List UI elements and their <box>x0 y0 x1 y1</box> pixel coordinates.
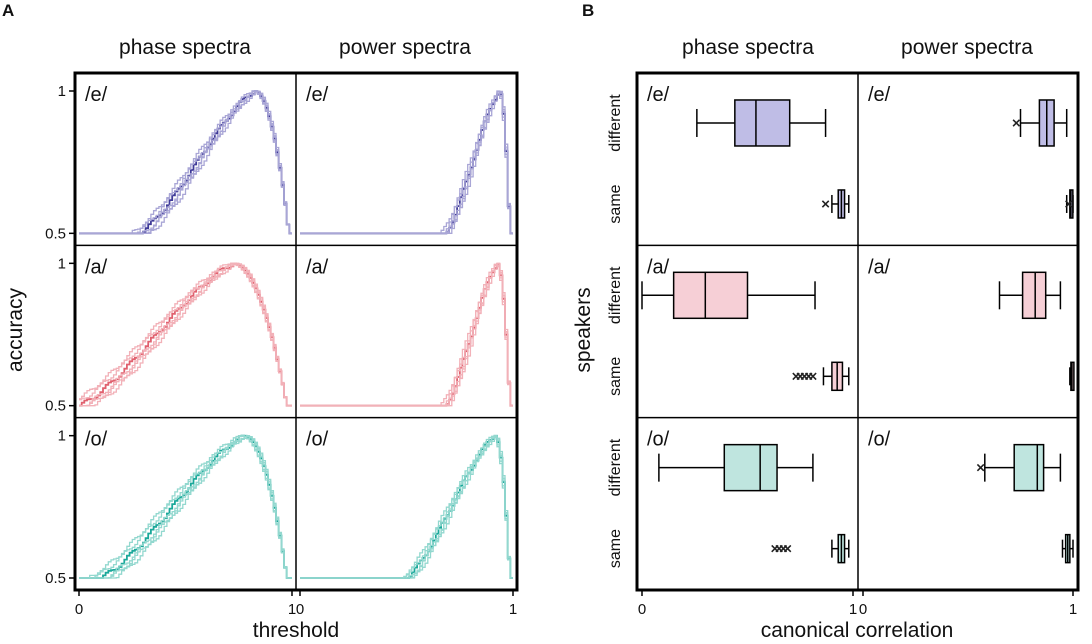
panel-a-trace-power-1-1 <box>300 93 513 235</box>
panel-a-ytick-label: 0.5 <box>45 225 66 242</box>
panel-a-trace-power-1-5 <box>300 90 513 234</box>
panel-a-vowel-label: /o/ <box>306 429 329 451</box>
panel-a-trace-phase-1-5 <box>79 90 292 234</box>
outlier-marker <box>821 200 830 208</box>
panel-a-xlabel: threshold <box>253 619 339 642</box>
panel-a-trace-power-2-6 <box>300 263 513 407</box>
box-iqr <box>1021 271 1047 320</box>
boxplot-phase-same-1 <box>821 189 850 219</box>
panel-b-category-label-same: same <box>607 357 624 396</box>
boxplot-power-different-1 <box>1012 99 1068 147</box>
panel-b-category-label-same: same <box>607 184 624 223</box>
box-iqr <box>672 271 749 320</box>
panel-b-xlabel: canonical correlation <box>761 619 954 642</box>
panel-b-plot-area: different same/e/ /e/different same/a/ /a/di… <box>607 71 1080 618</box>
panel-a-ytick-label: 1 <box>58 83 66 100</box>
panel-b-xtick-label: 1 <box>1069 601 1077 618</box>
panel-b-category-label-different: different <box>607 438 624 496</box>
panel-b-col-title-phase: phase spectra <box>682 36 814 59</box>
outlier-marker <box>809 372 817 381</box>
panel-a-trace-phase-3-4 <box>79 435 292 579</box>
panel-a-trace-phase-3-6 <box>79 435 292 579</box>
panel-a-ylabel: accuracy <box>4 287 27 372</box>
box-iqr <box>1013 443 1045 492</box>
panel-a-trace-power-1-6 <box>300 90 513 234</box>
panel-b-vowel-label: /o/ <box>647 429 670 451</box>
outlier-marker <box>1012 119 1021 127</box>
panel-a-trace-power-3-3 <box>300 435 513 579</box>
panel-b-xtick-label: 1 <box>849 601 857 618</box>
panel-b-category-label-different: different <box>607 266 624 324</box>
panel-a-trace-phase-2-5 <box>79 262 292 407</box>
panel-a-col-title-power: power spectra <box>339 36 471 59</box>
panel-a-ytick-label: 1 <box>58 428 66 445</box>
outlier-marker <box>783 544 792 553</box>
boxplot-power-same-2 <box>1069 361 1075 392</box>
panel-a-vowel-label: /e/ <box>306 84 329 106</box>
panel-a-trace-power-1-3 <box>300 91 513 234</box>
boxplot-phase-different-1 <box>696 99 827 147</box>
boxplot-phase-different-3 <box>658 443 814 492</box>
panel-a-trace-power-2-2 <box>300 264 513 407</box>
panel-b-category-label-different: different <box>607 94 624 152</box>
outlier-marker <box>976 463 985 472</box>
panel-b-ylabel: speakers <box>572 287 595 372</box>
panel-a-trace-phase-2-2 <box>79 262 292 407</box>
boxplot-power-different-2 <box>998 271 1062 320</box>
boxplot-phase-same-3 <box>771 533 850 564</box>
panel-a-plot-area: /e//e/10.5/a//a/10.5/o//o/10.50 1 0 1 <box>45 71 519 618</box>
panel-a-trace-phase-2-6 <box>79 262 292 407</box>
panel-a-trace-phase-2-3 <box>79 262 292 407</box>
panel-b-vowel-label: /e/ <box>647 84 670 106</box>
panel-a-trace-phase-1-4 <box>79 90 292 234</box>
panel-a-trace-power-3-6 <box>300 435 513 579</box>
panel-b-xtick-label: 0 <box>859 601 867 618</box>
boxplot-power-different-3 <box>976 443 1062 492</box>
panel-a-vowel-label: /a/ <box>85 256 108 278</box>
panel-a-trace-power-2-4 <box>300 265 513 407</box>
outlier-marker <box>1065 200 1073 208</box>
panel-a-xtick-label: 1 <box>509 601 517 618</box>
panel-b-vowel-label: /e/ <box>868 84 891 106</box>
panel-b-col-title-power: power spectra <box>901 36 1033 59</box>
panel-b-xtick-label: 0 <box>638 601 646 618</box>
panel-a-trace-phase-1-1 <box>79 90 292 235</box>
panel-b-vowel-label: /o/ <box>868 429 891 451</box>
panel-a-vowel-label: /a/ <box>306 256 329 278</box>
box-iqr <box>723 443 778 492</box>
panel-a-trace-power-2-1 <box>300 263 513 407</box>
box-iqr <box>734 99 791 147</box>
panel-a-xtick-label: 0 <box>296 601 304 618</box>
boxplot-power-same-3 <box>1061 533 1074 564</box>
panel-b-vowel-label: /a/ <box>868 256 891 278</box>
panel-a-trace-phase-1-6 <box>79 90 292 234</box>
panel-a-trace-power-2-3 <box>300 262 513 407</box>
panel-a-xtick-label: 1 <box>288 601 296 618</box>
panel-a-col-title-phase: phase spectra <box>119 36 251 59</box>
panel-b-category-label-same: same <box>607 529 624 568</box>
panel-b-vowel-label: /a/ <box>647 256 670 278</box>
panel-a-vowel-label: /o/ <box>85 429 108 451</box>
panel-a-xtick-label: 0 <box>75 601 83 618</box>
panel-a-trace-power-1-4 <box>300 92 513 234</box>
boxplot-power-same-1 <box>1065 189 1074 219</box>
panel-a-trace-phase-1-2 <box>79 90 292 234</box>
panel-a-trace-power-2-5 <box>300 262 513 407</box>
panel-a-ytick-label: 0.5 <box>45 570 66 587</box>
panel-a-trace-phase-2-4 <box>79 262 292 407</box>
boxplot-phase-same-2 <box>792 361 850 392</box>
panel-a-vowel-label: /e/ <box>85 84 108 106</box>
panel-b-label: B <box>582 1 594 20</box>
panel-a-ytick-label: 0.5 <box>45 398 66 415</box>
boxplot-phase-different-2 <box>641 271 816 320</box>
panel-a-label: A <box>2 1 14 20</box>
panel-a-trace-power-1-2 <box>300 90 513 234</box>
panel-a-ytick-label: 1 <box>58 255 66 272</box>
panel-a-trace-phase-2-1 <box>79 262 292 407</box>
panel-a-trace-phase-1-3 <box>79 90 292 234</box>
